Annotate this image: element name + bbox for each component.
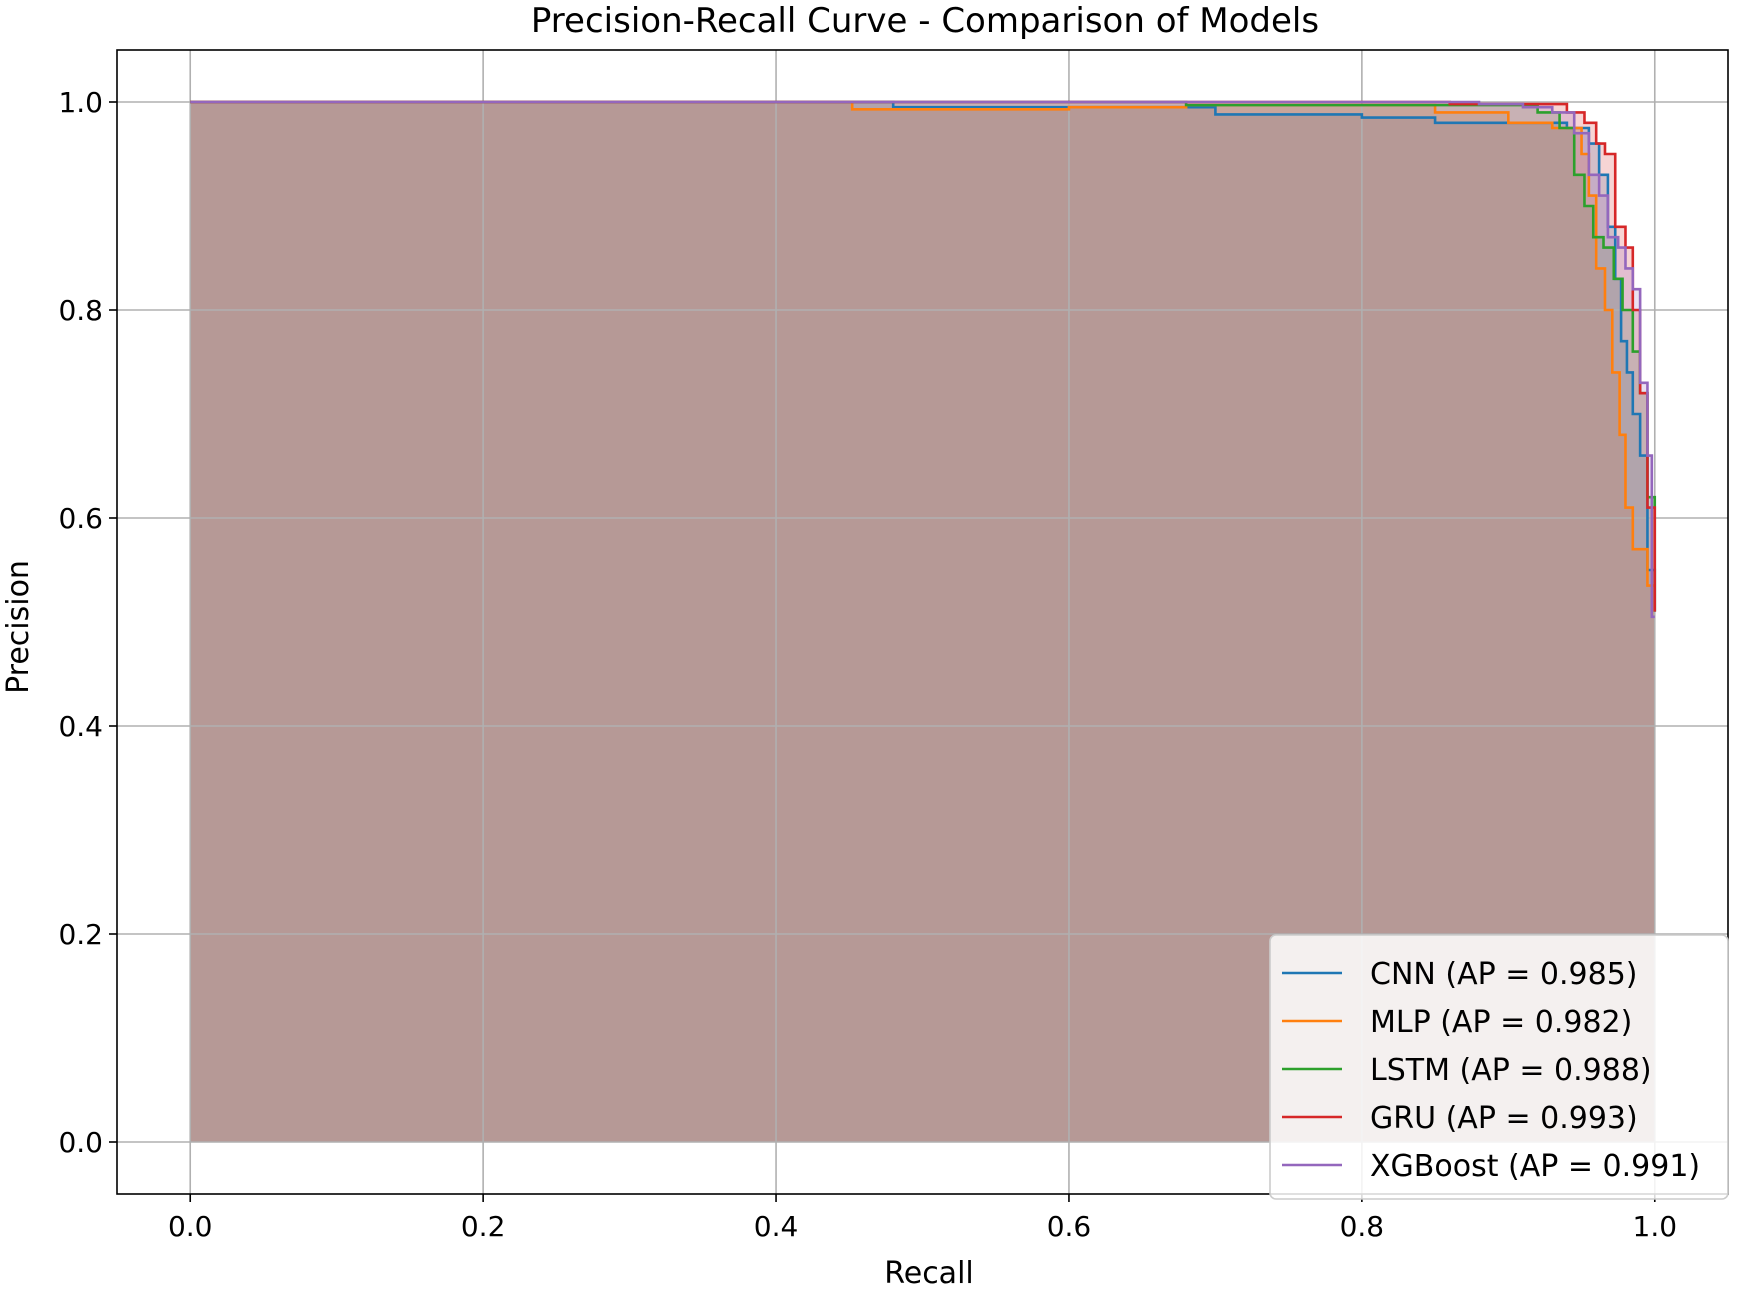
legend-box xyxy=(1269,934,1729,1200)
legend-label-xgboost: XGBoost (AP = 0.991) xyxy=(1370,1149,1700,1184)
x-tick-label-4: 0.8 xyxy=(1340,1210,1385,1243)
fill-area-lstm xyxy=(190,102,1655,1142)
y-tick-label-5: 1.0 xyxy=(58,86,103,119)
fill-area-xgboost xyxy=(190,102,1655,1142)
legend-label-mlp: MLP (AP = 0.982) xyxy=(1370,1005,1632,1040)
legend-label-gru: GRU (AP = 0.993) xyxy=(1370,1101,1638,1136)
series-line-gru xyxy=(190,100,1657,612)
y-tick-label-4: 0.8 xyxy=(58,294,103,327)
series-lines-layer xyxy=(190,100,1657,619)
series-line-cnn xyxy=(190,100,1657,612)
x-tick-label-1: 0.2 xyxy=(461,1210,506,1243)
x-tick-label-5: 1.0 xyxy=(1633,1210,1678,1243)
y-tick-label-0: 0.0 xyxy=(58,1126,103,1159)
legend-label-lstm: LSTM (AP = 0.988) xyxy=(1370,1053,1652,1088)
chart-title: Precision-Recall Curve - Comparison of M… xyxy=(531,1,1319,41)
legend: CNN (AP = 0.985) MLP (AP = 0.982) LSTM (AP… xyxy=(1269,934,1729,1200)
ticks-layer: 0.0 0.2 0.4 0.6 0.8 1.0 0.0 0.2 0.4 0.6 0.8 1.0 xyxy=(58,86,1677,1243)
x-axis-title: Recall xyxy=(884,1256,974,1289)
fill-layer xyxy=(190,102,1655,1142)
y-axis-title: Precision xyxy=(1,560,36,694)
plot-frame xyxy=(116,49,1729,1195)
fill-area-mlp xyxy=(190,102,1655,1142)
y-tick-label-3: 0.6 xyxy=(58,502,103,535)
x-tick-label-0: 0.0 xyxy=(168,1210,213,1243)
fill-area-cnn xyxy=(190,102,1655,1142)
fill-area-gru xyxy=(190,102,1655,1142)
legend-label-cnn: CNN (AP = 0.985) xyxy=(1370,957,1637,992)
y-tick-label-2: 0.4 xyxy=(58,710,103,743)
series-line-xgboost xyxy=(190,100,1655,619)
y-tick-label-1: 0.2 xyxy=(58,918,103,951)
x-tick-label-2: 0.4 xyxy=(754,1210,799,1243)
x-tick-label-3: 0.6 xyxy=(1047,1210,1092,1243)
